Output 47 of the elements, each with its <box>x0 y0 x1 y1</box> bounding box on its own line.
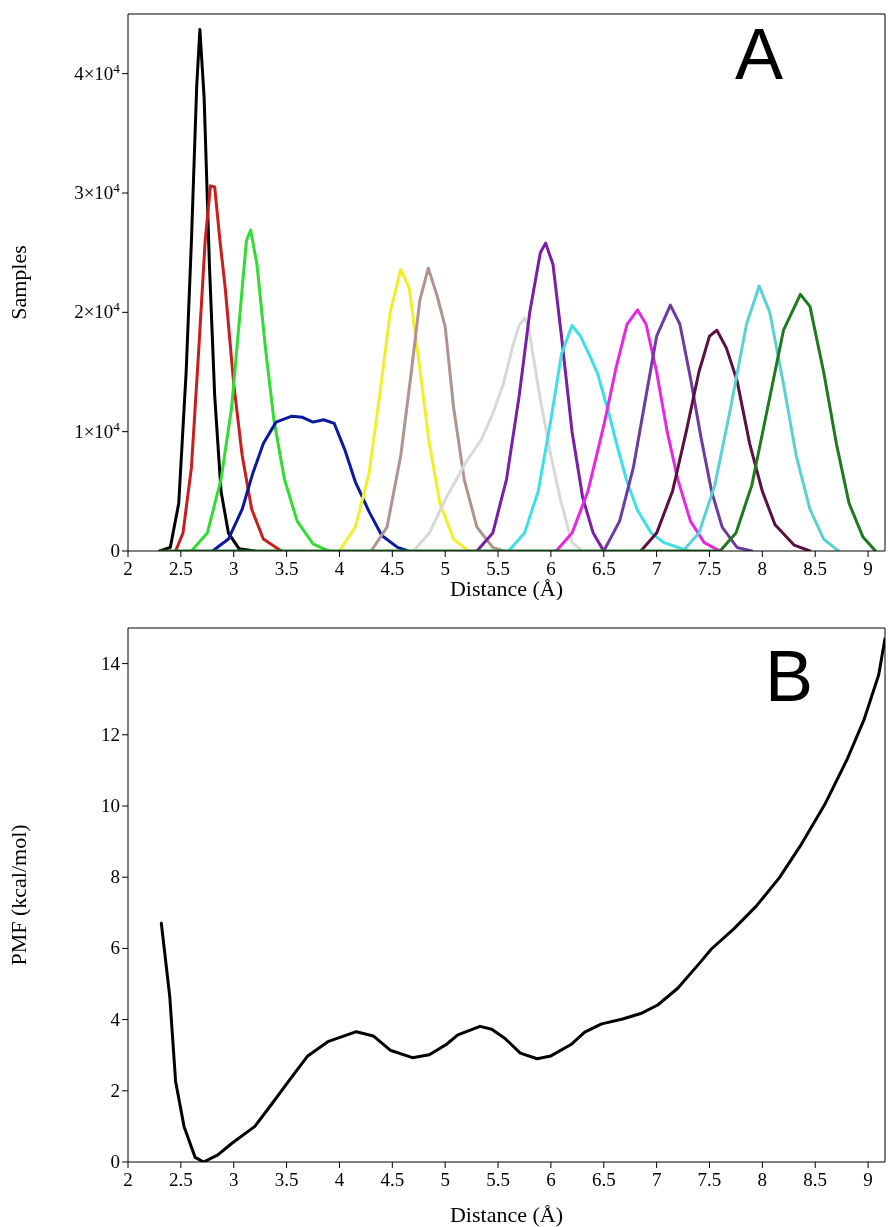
y-tick-label: 8 <box>110 866 120 888</box>
x-tick-label: 9 <box>863 558 873 579</box>
annotation: B <box>765 636 814 716</box>
y-tick-label: 14 <box>101 652 121 674</box>
x-tick-label: 7 <box>651 1169 662 1190</box>
x-tick-label: 5 <box>440 558 450 579</box>
x-tick-label: 5.5 <box>486 1169 510 1190</box>
y-tick-label: 4 <box>110 1008 121 1030</box>
x-tick-label: 4.5 <box>380 558 405 579</box>
x-tick-label: 9 <box>863 1169 873 1190</box>
y-tick-label: 2×10$^{4}$ <box>74 298 121 323</box>
y-tick-label: 6 <box>110 937 120 959</box>
y-tick-label: 0 <box>110 540 120 561</box>
x-tick-label: 8 <box>757 1169 768 1190</box>
x-tick-label: 2.5 <box>168 558 193 579</box>
x-axis-title: Distance (Å) <box>449 1202 564 1227</box>
x-tick-label: 4 <box>334 1169 345 1190</box>
x-tick-label: 3.5 <box>274 558 299 579</box>
y-tick-label: 12 <box>101 723 120 745</box>
x-tick-label: 5 <box>440 1169 450 1190</box>
x-tick-label: 8.5 <box>803 1169 828 1190</box>
y-axis-title: PMF (kcal/mol) <box>5 824 31 966</box>
y-tick-label: 0 <box>110 1151 120 1172</box>
y-tick-label: 1×10$^{4}$ <box>74 418 121 442</box>
x-tick-label: 5.5 <box>486 558 510 579</box>
y-tick-label: 3×10$^{4}$ <box>74 179 121 203</box>
y-axis-title: Samples <box>5 245 31 320</box>
x-tick-label: 4 <box>334 558 345 579</box>
x-tick-label: 7.5 <box>697 1169 722 1190</box>
x-tick-label: 6 <box>546 1169 556 1190</box>
x-tick-label: 3 <box>228 1169 239 1190</box>
x-tick-label: 2.5 <box>168 1169 193 1190</box>
x-tick-label: 6.5 <box>591 558 616 579</box>
x-tick-label: 6.5 <box>591 1169 616 1190</box>
y-tick-label: 2 <box>110 1079 120 1101</box>
x-axis-title: Distance (Å) <box>449 576 564 601</box>
x-tick-label: 6 <box>546 558 556 579</box>
annotation: A <box>735 14 784 94</box>
y-tick-label: 4×10$^{4}$ <box>74 60 121 84</box>
x-tick-label: 8.5 <box>803 558 828 579</box>
x-tick-label: 7.5 <box>697 558 722 579</box>
x-tick-label: 3.5 <box>274 1169 299 1190</box>
x-tick-label: 8 <box>757 558 768 579</box>
x-tick-label: 7 <box>651 558 662 579</box>
y-tick-label: 10 <box>101 795 120 816</box>
x-tick-label: 3 <box>228 558 239 579</box>
x-tick-label: 4.5 <box>380 1169 405 1190</box>
